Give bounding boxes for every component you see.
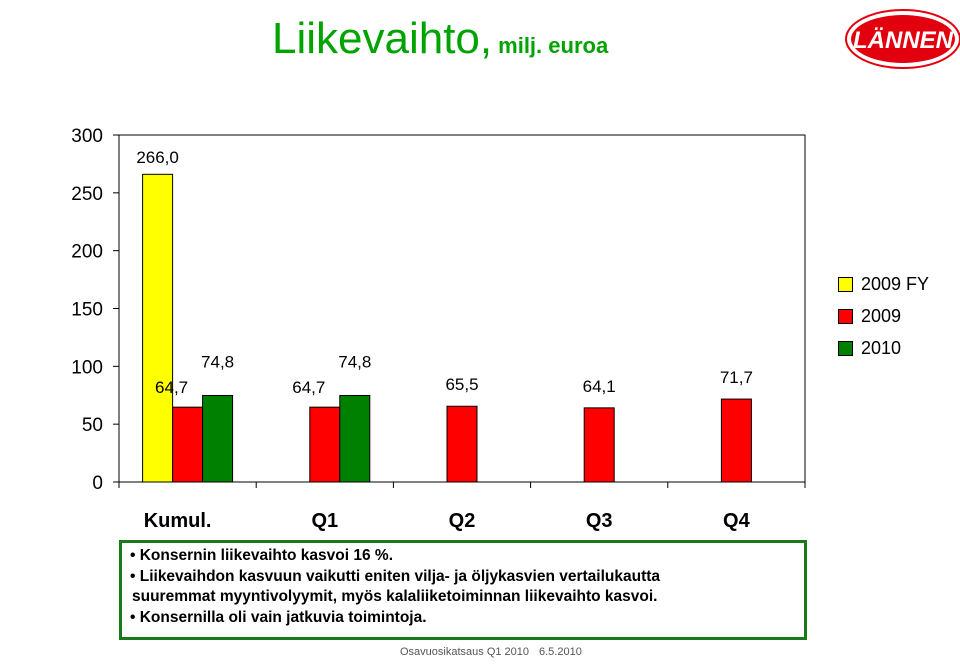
footer-report: Osavuosikatsaus Q1 2010	[400, 646, 530, 658]
x-category-label: Q4	[723, 510, 751, 532]
bar-2009-q3	[583, 407, 615, 483]
bar-2009-q2	[446, 405, 478, 483]
y-tick-label: 250	[71, 184, 103, 205]
bullet-drivers: • Liikevaihdon kasvuun vaikutti eniten v…	[130, 567, 661, 585]
legend-item-2009: 2009	[838, 300, 929, 332]
title-unit: milj. euroa	[498, 33, 609, 58]
bullet-drivers-cont: suuremmat myyntivolyymit, myös kalaliike…	[132, 588, 658, 605]
y-tick-label: 200	[71, 242, 103, 263]
data-label: 64,7	[292, 378, 325, 397]
bar-2009-kumul	[172, 406, 204, 483]
title-main: Liikevaihto,	[272, 14, 493, 63]
logo-text: LÄNNEN	[853, 27, 954, 54]
bar-2009-q1	[309, 406, 341, 483]
bar-2009-q4	[720, 398, 752, 483]
data-label: 65,5	[445, 375, 478, 394]
lannen-logo: LÄNNEN	[845, 9, 960, 69]
y-tick-label: 300	[71, 126, 103, 147]
x-category-label: Q2	[449, 510, 476, 532]
y-tick-label: 0	[92, 473, 103, 494]
legend-swatch-2010	[838, 340, 853, 356]
summary-box: • Konsernin liikevaihto kasvoi 16 %. • L…	[119, 540, 807, 640]
bar-2010-kumul	[202, 394, 234, 483]
y-tick-label: 50	[82, 415, 103, 436]
legend-item-2010: 2010	[838, 332, 929, 364]
bar-2010-q1	[339, 394, 371, 483]
data-label: 64,7	[155, 378, 188, 397]
chart-legend: 2009 FY 2009 2010	[838, 268, 929, 364]
data-label: 64,1	[583, 377, 616, 396]
footer-date: 6.5.2010	[539, 646, 582, 658]
bullet-growth: • Konsernin liikevaihto kasvoi 16 %.	[130, 547, 393, 564]
legend-label-2009: 2009	[861, 305, 902, 326]
page-title: Liikevaihto, milj. euroa	[272, 14, 608, 64]
bullet-operations: • Konsernilla oli vain jatkuvia toiminto…	[130, 608, 427, 626]
y-tick-label: 100	[71, 357, 103, 378]
x-category-label: Kumul.	[144, 510, 212, 532]
x-category-label: Q1	[311, 510, 338, 532]
data-label: 74,8	[338, 352, 371, 371]
legend-label-2010: 2010	[861, 337, 902, 358]
bar-2009fy-kumul	[142, 173, 174, 483]
y-tick-label: 150	[71, 300, 103, 321]
legend-swatch-2009	[838, 308, 853, 324]
revenue-chart: 0 50 100 150 200 250 300 Kumul. Q1 Q2 Q3 Q4 266,0 64…	[71, 126, 806, 532]
data-label: 266,0	[136, 148, 179, 167]
x-category-label: Q3	[586, 510, 613, 532]
legend-item-2009fy: 2009 FY	[838, 268, 929, 300]
legend-swatch-2009fy	[838, 276, 853, 292]
legend-label-2009fy: 2009 FY	[861, 273, 930, 294]
data-label: 71,7	[720, 368, 753, 387]
data-label: 74,8	[201, 352, 234, 371]
